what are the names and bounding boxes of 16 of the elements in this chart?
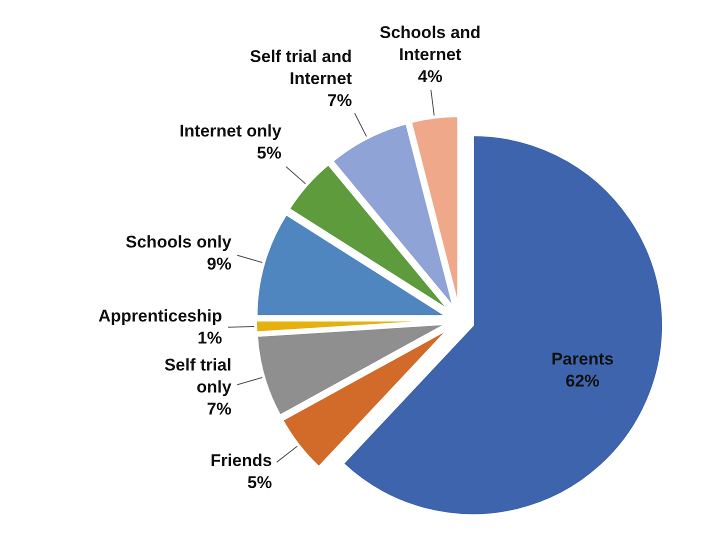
slice-label: Friends (210, 450, 272, 470)
data-label: 62% (566, 372, 600, 391)
data-label: 7% (327, 90, 352, 110)
slice-label: Parents (551, 350, 614, 369)
slice-label: Internet only (179, 122, 282, 141)
data-label: 4% (418, 66, 442, 86)
slice-label: Schools and Internet (380, 22, 481, 64)
slice-label: Apprenticeship (98, 306, 222, 326)
data-label: 5% (256, 144, 282, 163)
data-label: 7% (206, 399, 232, 418)
slice-label: Self trial only (164, 355, 232, 396)
data-label: 9% (206, 254, 232, 274)
data-label: 5% (247, 472, 272, 492)
slice-label: Self trial and Internet (250, 46, 352, 88)
data-label: 1% (198, 328, 222, 348)
slice-label: Schools only (126, 232, 232, 252)
